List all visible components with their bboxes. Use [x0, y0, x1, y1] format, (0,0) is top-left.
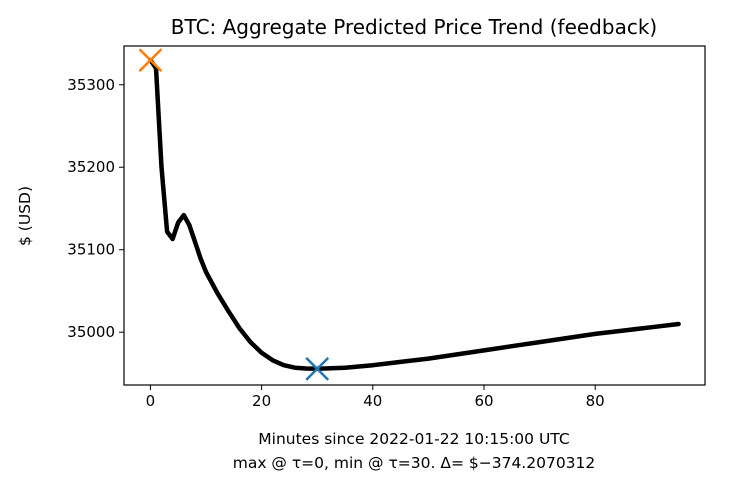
marker-layer — [138, 48, 330, 381]
y-tick-label: 35300 — [67, 76, 115, 94]
min-marker — [305, 356, 330, 381]
x-tick-label: 0 — [146, 392, 156, 410]
y-tick-label: 35100 — [67, 241, 115, 259]
x-tick-label: 40 — [363, 392, 382, 410]
y-tick-label: 35200 — [67, 158, 115, 176]
x-axis-label: Minutes since 2022-01-22 10:15:00 UTC — [258, 430, 569, 448]
series-layer — [148, 57, 681, 372]
x-tick-label: 60 — [474, 392, 493, 410]
plot-area-frame — [123, 45, 706, 386]
y-axis-label: $ (USD) — [16, 186, 34, 246]
y-tick-label: 35000 — [67, 323, 115, 341]
x-axis-note: max @ τ=0, min @ τ=30. Δ= $−374.2070312 — [233, 454, 596, 472]
price-series-line — [148, 57, 681, 372]
max-marker — [138, 48, 163, 73]
x-tick-label: 20 — [252, 392, 271, 410]
x-axis: 0 20 40 60 80 — [146, 385, 605, 410]
chart-title: BTC: Aggregate Predicted Price Trend (fe… — [171, 15, 657, 39]
x-tick-label: 80 — [586, 392, 605, 410]
y-axis: 35000 35100 35200 35300 — [67, 76, 124, 341]
